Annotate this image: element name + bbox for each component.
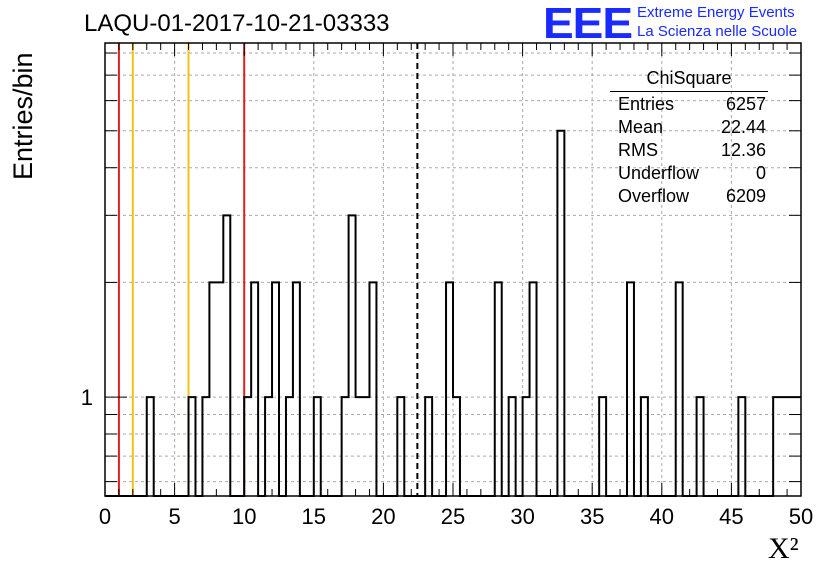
stats-label: Entries (618, 94, 675, 114)
stats-label: Overflow (618, 186, 690, 206)
x-axis-label: X² (768, 532, 799, 565)
stats-value: 12.36 (720, 140, 766, 160)
x-tick-label: 45 (719, 504, 743, 529)
x-tick-label: 40 (650, 504, 674, 529)
stats-label: RMS (618, 140, 658, 160)
x-tick-label: 5 (168, 504, 180, 529)
stats-label: Mean (618, 117, 664, 137)
stats-value: 6257 (725, 94, 766, 114)
stats-box: ChiSquare Entries 6257 Mean 22.44 RMS 12… (610, 68, 768, 208)
stats-row-overflow: Overflow 6209 (610, 185, 768, 208)
x-tick-label: 50 (789, 504, 813, 529)
stats-row-underflow: Underflow 0 (610, 162, 768, 185)
stats-row-mean: Mean 22.44 (610, 116, 768, 139)
stats-row-entries: Entries 6257 (610, 93, 768, 116)
x-tick-label: 15 (302, 504, 326, 529)
chart-title: LAQU-01-2017-10-21-03333 (84, 10, 390, 37)
y-tick-label: 1 (81, 385, 93, 410)
stats-value: 6209 (725, 186, 766, 206)
logo-line-1: Extreme Energy Events (637, 4, 795, 21)
eee-logo: EEE (543, 0, 633, 48)
x-tick-label: 10 (232, 504, 256, 529)
logo-line-2: La Scienza nelle Scuole (637, 23, 798, 40)
x-tick-label: 0 (99, 504, 111, 529)
y-axis-label: Entries/bin (8, 52, 38, 180)
logo-caption: Extreme Energy Events La Scienza nelle S… (637, 3, 797, 41)
x-tick-label: 20 (371, 504, 395, 529)
x-tick-label: 25 (441, 504, 465, 529)
stats-row-rms: RMS 12.36 (610, 139, 768, 162)
stats-title: ChiSquare (610, 68, 768, 92)
stats-label: Underflow (618, 163, 700, 183)
stats-value: 0 (755, 163, 766, 183)
x-tick-label: 35 (580, 504, 604, 529)
x-tick-label: 30 (510, 504, 534, 529)
stats-value: 22.44 (720, 117, 766, 137)
